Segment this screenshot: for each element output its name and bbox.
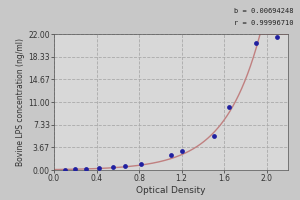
Point [123,164,128,168]
Point [227,105,232,109]
Point [73,168,78,171]
Point [110,166,115,169]
Point [275,35,280,39]
Text: b = 0.00694248: b = 0.00694248 [235,8,294,14]
Point [169,153,173,156]
Point [139,162,144,165]
Point [96,167,101,170]
Point [83,167,88,170]
Point [254,42,259,45]
Point [62,168,67,171]
Point [211,134,216,138]
X-axis label: Optical Density: Optical Density [136,186,206,195]
Text: r = 0.99996710: r = 0.99996710 [235,20,294,26]
Y-axis label: Bovine LPS concentration (ng/ml): Bovine LPS concentration (ng/ml) [16,38,25,166]
Point [179,150,184,153]
